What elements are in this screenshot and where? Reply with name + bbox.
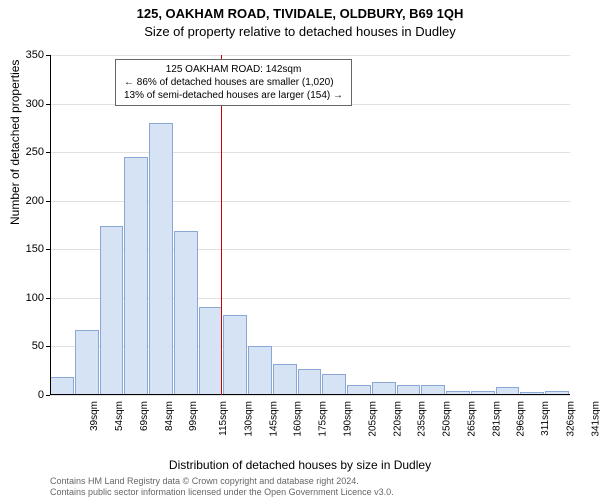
y-tick-mark [46,201,50,202]
x-tick-label: 84sqm [164,401,175,431]
x-tick-label: 235sqm [417,401,428,437]
x-tick-label: 54sqm [114,401,125,431]
y-tick-mark [46,104,50,105]
x-tick-label: 190sqm [343,401,354,437]
x-tick-label: 205sqm [367,401,378,437]
x-tick-label: 250sqm [442,401,453,437]
info-box-line2: ← 86% of detached houses are smaller (1,… [124,76,343,89]
histogram-bar [149,123,173,395]
x-tick-label: 175sqm [318,401,329,437]
x-tick-label: 326sqm [565,401,576,437]
info-box: 125 OAKHAM ROAD: 142sqm ← 86% of detache… [115,59,352,106]
info-box-line1: 125 OAKHAM ROAD: 142sqm [124,63,343,76]
histogram-bar [50,377,74,395]
histogram-bar [273,364,297,395]
grid-line [50,395,570,396]
info-box-line3: 13% of semi-detached houses are larger (… [124,89,343,102]
histogram-bar [223,315,247,395]
y-tick-label: 100 [14,292,44,304]
attribution-line1: Contains HM Land Registry data © Crown c… [50,476,394,487]
x-axis-label: Distribution of detached houses by size … [0,458,600,472]
grid-line [50,152,570,153]
x-tick-label: 99sqm [188,401,199,431]
x-tick-label: 341sqm [590,401,600,437]
histogram-bar [124,157,148,395]
y-tick-label: 250 [14,146,44,158]
x-tick-label: 265sqm [466,401,477,437]
histogram-bar [75,330,99,395]
y-tick-label: 150 [14,243,44,255]
plot-area: 050100150200250300350 39sqm54sqm69sqm84s… [50,55,570,395]
histogram-bar [248,346,272,395]
histogram-bar [100,226,124,395]
x-tick-label: 160sqm [293,401,304,437]
histogram-bar [322,374,346,395]
y-tick-label: 200 [14,195,44,207]
attribution-text: Contains HM Land Registry data © Crown c… [50,476,394,498]
histogram-bar [174,231,198,395]
x-tick-label: 311sqm [540,401,551,436]
histogram-bar [199,307,223,395]
y-tick-label: 0 [14,389,44,401]
y-tick-mark [46,152,50,153]
reference-line [221,55,222,395]
y-tick-mark [46,249,50,250]
y-tick-mark [46,395,50,396]
chart-title-sub: Size of property relative to detached ho… [0,24,600,39]
y-tick-label: 350 [14,49,44,61]
grid-line [50,55,570,56]
y-tick-mark [46,55,50,56]
y-tick-mark [46,298,50,299]
x-tick-label: 296sqm [516,401,527,437]
attribution-line2: Contains public sector information licen… [50,487,394,498]
x-tick-label: 39sqm [89,401,100,431]
x-tick-label: 145sqm [268,401,279,437]
x-tick-label: 130sqm [244,401,255,437]
x-axis-line [50,394,570,395]
x-tick-label: 220sqm [392,401,403,437]
y-tick-label: 50 [14,340,44,352]
y-tick-mark [46,346,50,347]
x-tick-label: 115sqm [218,401,229,436]
y-tick-label: 300 [14,98,44,110]
chart-title-main: 125, OAKHAM ROAD, TIVIDALE, OLDBURY, B69… [0,6,600,21]
y-axis-line [50,55,51,395]
histogram-bar [298,369,322,395]
x-tick-label: 69sqm [139,401,150,431]
x-tick-label: 281sqm [491,401,502,437]
